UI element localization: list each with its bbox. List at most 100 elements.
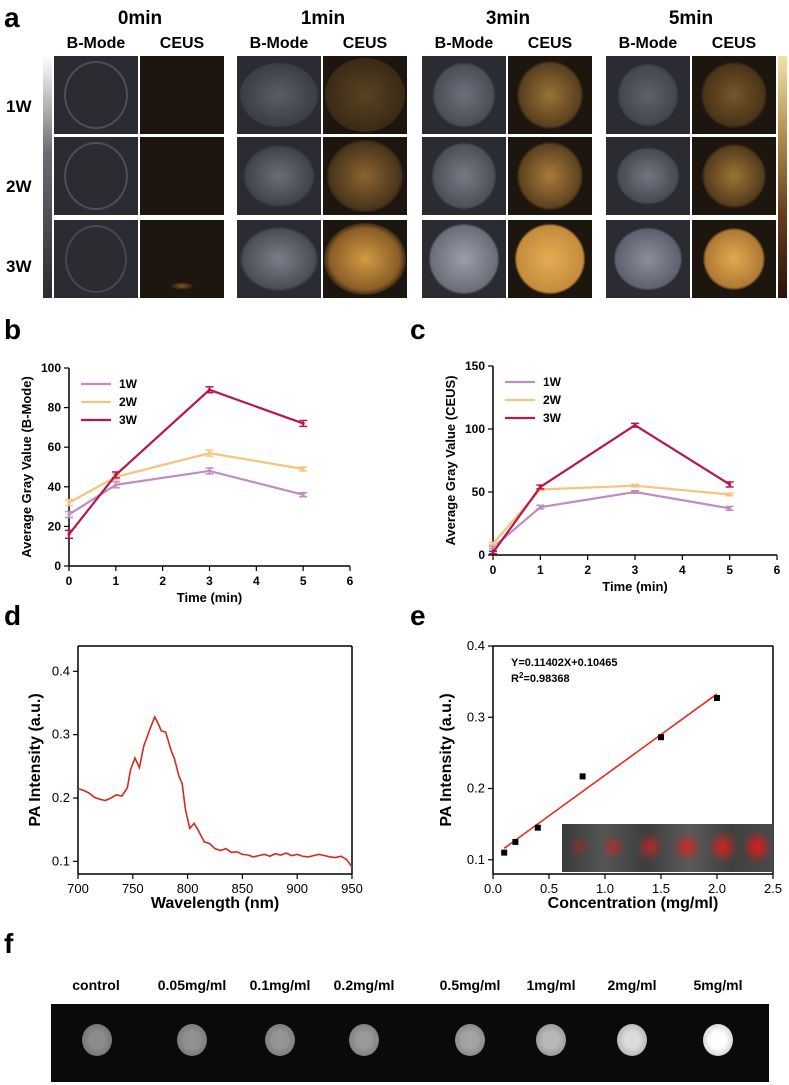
bmode-image-3min-2w [422, 137, 506, 215]
concentration-label: 5mg/ml [693, 977, 743, 993]
legend-label-3W: 3W [543, 411, 562, 425]
subheader-bmode: B-Mode [434, 35, 494, 52]
bmode-image-1min-2w [237, 137, 321, 215]
bmode-image-5min-2w [606, 137, 690, 215]
x-tick-label: 4 [679, 563, 686, 577]
series-line-3W [68, 388, 304, 536]
x-tick-label: 0.0 [484, 881, 502, 896]
header-5min: 5min [668, 8, 714, 29]
y-tick-label: 150 [465, 359, 485, 373]
panel-d-letter: d [4, 600, 22, 631]
row-label-1w: 1W [6, 97, 32, 116]
chart-d-pa-spectrum: 700 750 800 850 900 950 0.1 0.2 0.3 0.4 Wavelength… [27, 645, 363, 912]
x-tick-label: 1 [537, 563, 544, 577]
series-line-2W [492, 484, 730, 545]
subheader-bmode: B-Mode [618, 35, 678, 52]
panel-a-letter: a [4, 2, 20, 33]
ceus-image-0min-2w [140, 137, 224, 215]
r-squared: R2=0.98368 [511, 671, 570, 685]
series-line-3W [492, 423, 731, 554]
bmode-image-0min-3w [54, 220, 138, 298]
x-tick-label: 2 [159, 574, 166, 588]
y-tick-label: 40 [48, 480, 62, 494]
phantom-well [82, 1024, 112, 1056]
panel-c-letter: c [410, 314, 426, 345]
x-tick-label: 5 [300, 574, 307, 588]
bmode-image-0min-2w [54, 137, 138, 215]
y-tick-label: 0.2 [52, 790, 70, 805]
data-point-2W [633, 484, 637, 488]
x-tick-label: 900 [286, 881, 308, 896]
data-point-1W [301, 493, 305, 497]
ceus-image-1min-1w [323, 56, 407, 134]
panel-b-letter: b [4, 314, 22, 345]
data-point [534, 824, 541, 831]
y-tick-label: 0.4 [467, 638, 485, 653]
x-tick-label: 2.5 [764, 881, 782, 896]
panel-e-letter: e [410, 600, 426, 631]
x-axis-label: Time (min) [177, 590, 243, 605]
data-point-2W [67, 501, 71, 505]
y-tick-label: 100 [41, 361, 61, 375]
linear-fit-line [503, 693, 718, 849]
subheader-ceus: CEUS [159, 35, 205, 52]
subheader-bmode: B-Mode [249, 35, 309, 52]
bmode-image-1min-1w [237, 56, 321, 134]
concentration-label: 2mg/ml [607, 977, 657, 993]
x-tick-label: 3 [206, 574, 213, 588]
x-tick-label: 2 [584, 563, 591, 577]
data-point-3W [114, 473, 118, 477]
x-tick-label: 950 [341, 881, 363, 896]
y-tick-label: 20 [48, 519, 62, 533]
data-point-2W [207, 451, 212, 455]
pa-spectrum-line [77, 715, 353, 868]
x-tick-label: 4 [253, 574, 260, 588]
x-axis-label: Time (min) [602, 579, 668, 594]
ceus-image-3min-3w [508, 220, 592, 298]
concentration-label: control [72, 977, 120, 993]
ceus-colorbar [778, 56, 787, 298]
concentration-label: 1mg/ml [526, 977, 576, 993]
data-point-1W [633, 490, 637, 494]
phantom-well [617, 1024, 647, 1056]
x-tick-label: 6 [347, 574, 354, 588]
y-axis-label: PA Intensity (a.u.) [27, 693, 44, 826]
phantom-well [703, 1024, 733, 1056]
subheader-ceus: CEUS [527, 35, 573, 52]
grayscale-colorbar [43, 56, 52, 298]
panel-f-letter: f [4, 928, 14, 959]
phantom-well [265, 1024, 295, 1056]
data-point [658, 734, 664, 741]
x-axis-label: Wavelength (nm) [151, 895, 279, 912]
y-tick-label: 0 [54, 559, 61, 573]
ceus-image-1min-2w [323, 137, 407, 215]
ceus-image-3min-1w [508, 56, 592, 134]
x-axis-label: Concentration (mg/ml) [548, 895, 719, 912]
y-axis-label: Average Gray Value (B-Mode) [19, 376, 34, 558]
x-tick-label: 0 [66, 574, 73, 588]
y-tick-label: 50 [472, 485, 486, 499]
data-point-2W [728, 492, 732, 497]
phantom-well [455, 1024, 485, 1056]
x-tick-label: 6 [774, 563, 781, 577]
y-tick-label: 0.3 [467, 709, 485, 724]
concentration-label: 0.5mg/ml [439, 977, 501, 993]
legend-label-1W: 1W [543, 375, 562, 389]
y-tick-label: 0.4 [52, 663, 70, 678]
y-axis-label: PA Intensity (a.u.) [438, 693, 455, 826]
data-point-3W [301, 421, 305, 426]
ceus-image-5min-3w [692, 220, 776, 298]
data-point [579, 773, 586, 780]
data-point-3W [633, 423, 637, 427]
header-1min: 1min [300, 8, 346, 29]
x-tick-label: 0.5 [540, 881, 558, 896]
data-point-3W [67, 532, 71, 536]
phantom-well [177, 1024, 207, 1056]
y-tick-label: 80 [48, 401, 62, 415]
subheader-bmode: B-Mode [66, 35, 126, 52]
x-tick-label: 2.0 [708, 881, 726, 896]
ceus-image-0min-1w [140, 56, 224, 134]
y-tick-label: 0.2 [467, 781, 485, 796]
x-tick-label: 1.0 [596, 881, 614, 896]
